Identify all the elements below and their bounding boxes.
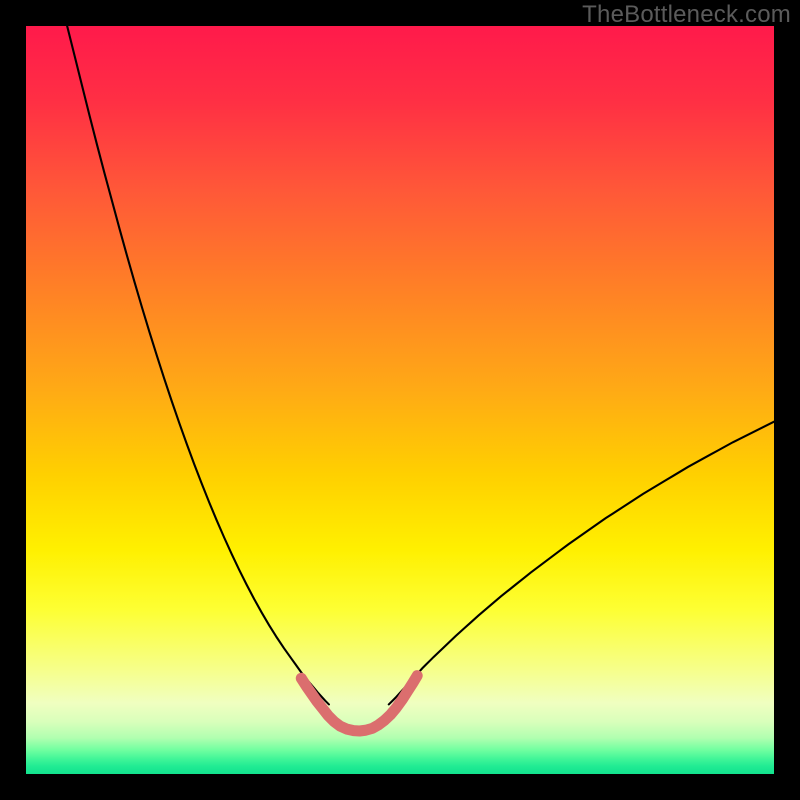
watermark-text: TheBottleneck.com xyxy=(582,1,791,29)
gradient-background xyxy=(26,26,774,774)
bottleneck-curve-chart xyxy=(26,26,774,774)
chart-frame: TheBottleneck.com xyxy=(0,0,800,800)
